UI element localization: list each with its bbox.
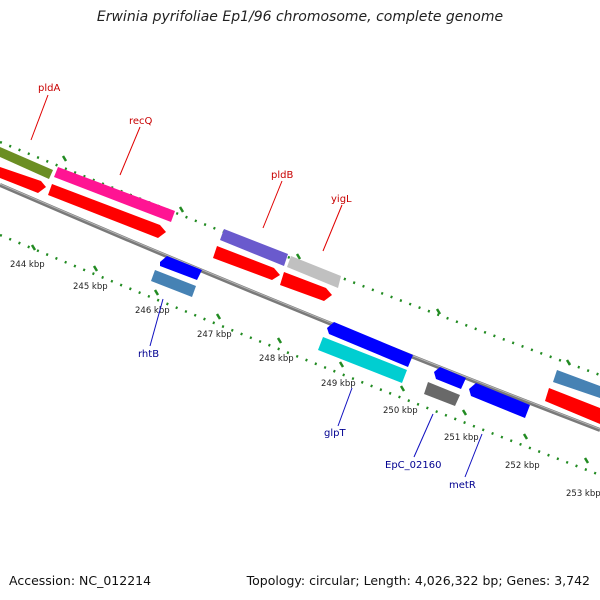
gene-label-pldB: pldB (271, 170, 293, 181)
cds-recQ[interactable] (48, 184, 166, 238)
gene-blue-rhtB-cds[interactable] (160, 256, 202, 280)
gene-recQ[interactable] (54, 167, 175, 222)
gene-label-rhtB: rhtB (138, 349, 159, 360)
gene-yigL[interactable] (287, 256, 341, 288)
gene-pldB[interactable] (220, 229, 288, 266)
gene-label-metR: metR (449, 480, 476, 491)
map-title: Erwinia pyrifoliae Ep1/96 chromosome, co… (96, 9, 504, 25)
gene-label-yigL: yigL (331, 194, 352, 205)
cds-pldB[interactable] (213, 246, 280, 280)
top-label-leaders (30, 94, 343, 252)
gene-blue-metR-cds[interactable] (469, 383, 530, 418)
tick-label: 244 kbp (10, 260, 45, 270)
tick-label: 250 kbp (383, 406, 418, 416)
gene-label-pldA: pldA (38, 83, 60, 94)
genome-backbone (0, 183, 600, 432)
upper-tick-track (0, 140, 600, 377)
cds-pldA[interactable] (0, 167, 46, 193)
tick-label: 247 kbp (197, 330, 232, 340)
tick-label: 248 kbp (259, 354, 294, 364)
cds-right[interactable] (545, 388, 600, 424)
gene-blue-glpT-cds[interactable] (327, 322, 413, 367)
gene-steelblue-right[interactable] (553, 370, 600, 398)
tick-label: 251 kbp (444, 433, 479, 443)
upper-major-ticks (61, 155, 572, 366)
gene-blue-small[interactable] (434, 367, 466, 389)
gene-pldA[interactable] (0, 147, 53, 179)
gene-EpC_02160[interactable] (424, 382, 460, 406)
tick-label: 245 kbp (73, 282, 108, 292)
bottom-label-leaders (149, 298, 483, 478)
lower-tick-track (0, 233, 600, 477)
gene-rhtB[interactable] (151, 270, 196, 297)
tick-label: 252 kbp (505, 461, 540, 471)
topology-text: Topology: circular; Length: 4,026,322 bp… (246, 573, 590, 588)
gene-label-EpC_02160: EpC_02160 (385, 460, 441, 471)
tick-label: 246 kbp (135, 306, 170, 316)
gene-label-recQ: recQ (129, 116, 153, 127)
lower-major-ticks (30, 244, 590, 464)
tick-label: 253 kbp (566, 489, 600, 499)
cds-yigL[interactable] (280, 272, 332, 301)
tick-label: 249 kbp (321, 379, 356, 389)
gene-label-glpT: glpT (324, 428, 346, 439)
gene-glpT[interactable] (318, 337, 407, 383)
accession-text: Accession: NC_012214 (9, 573, 152, 588)
